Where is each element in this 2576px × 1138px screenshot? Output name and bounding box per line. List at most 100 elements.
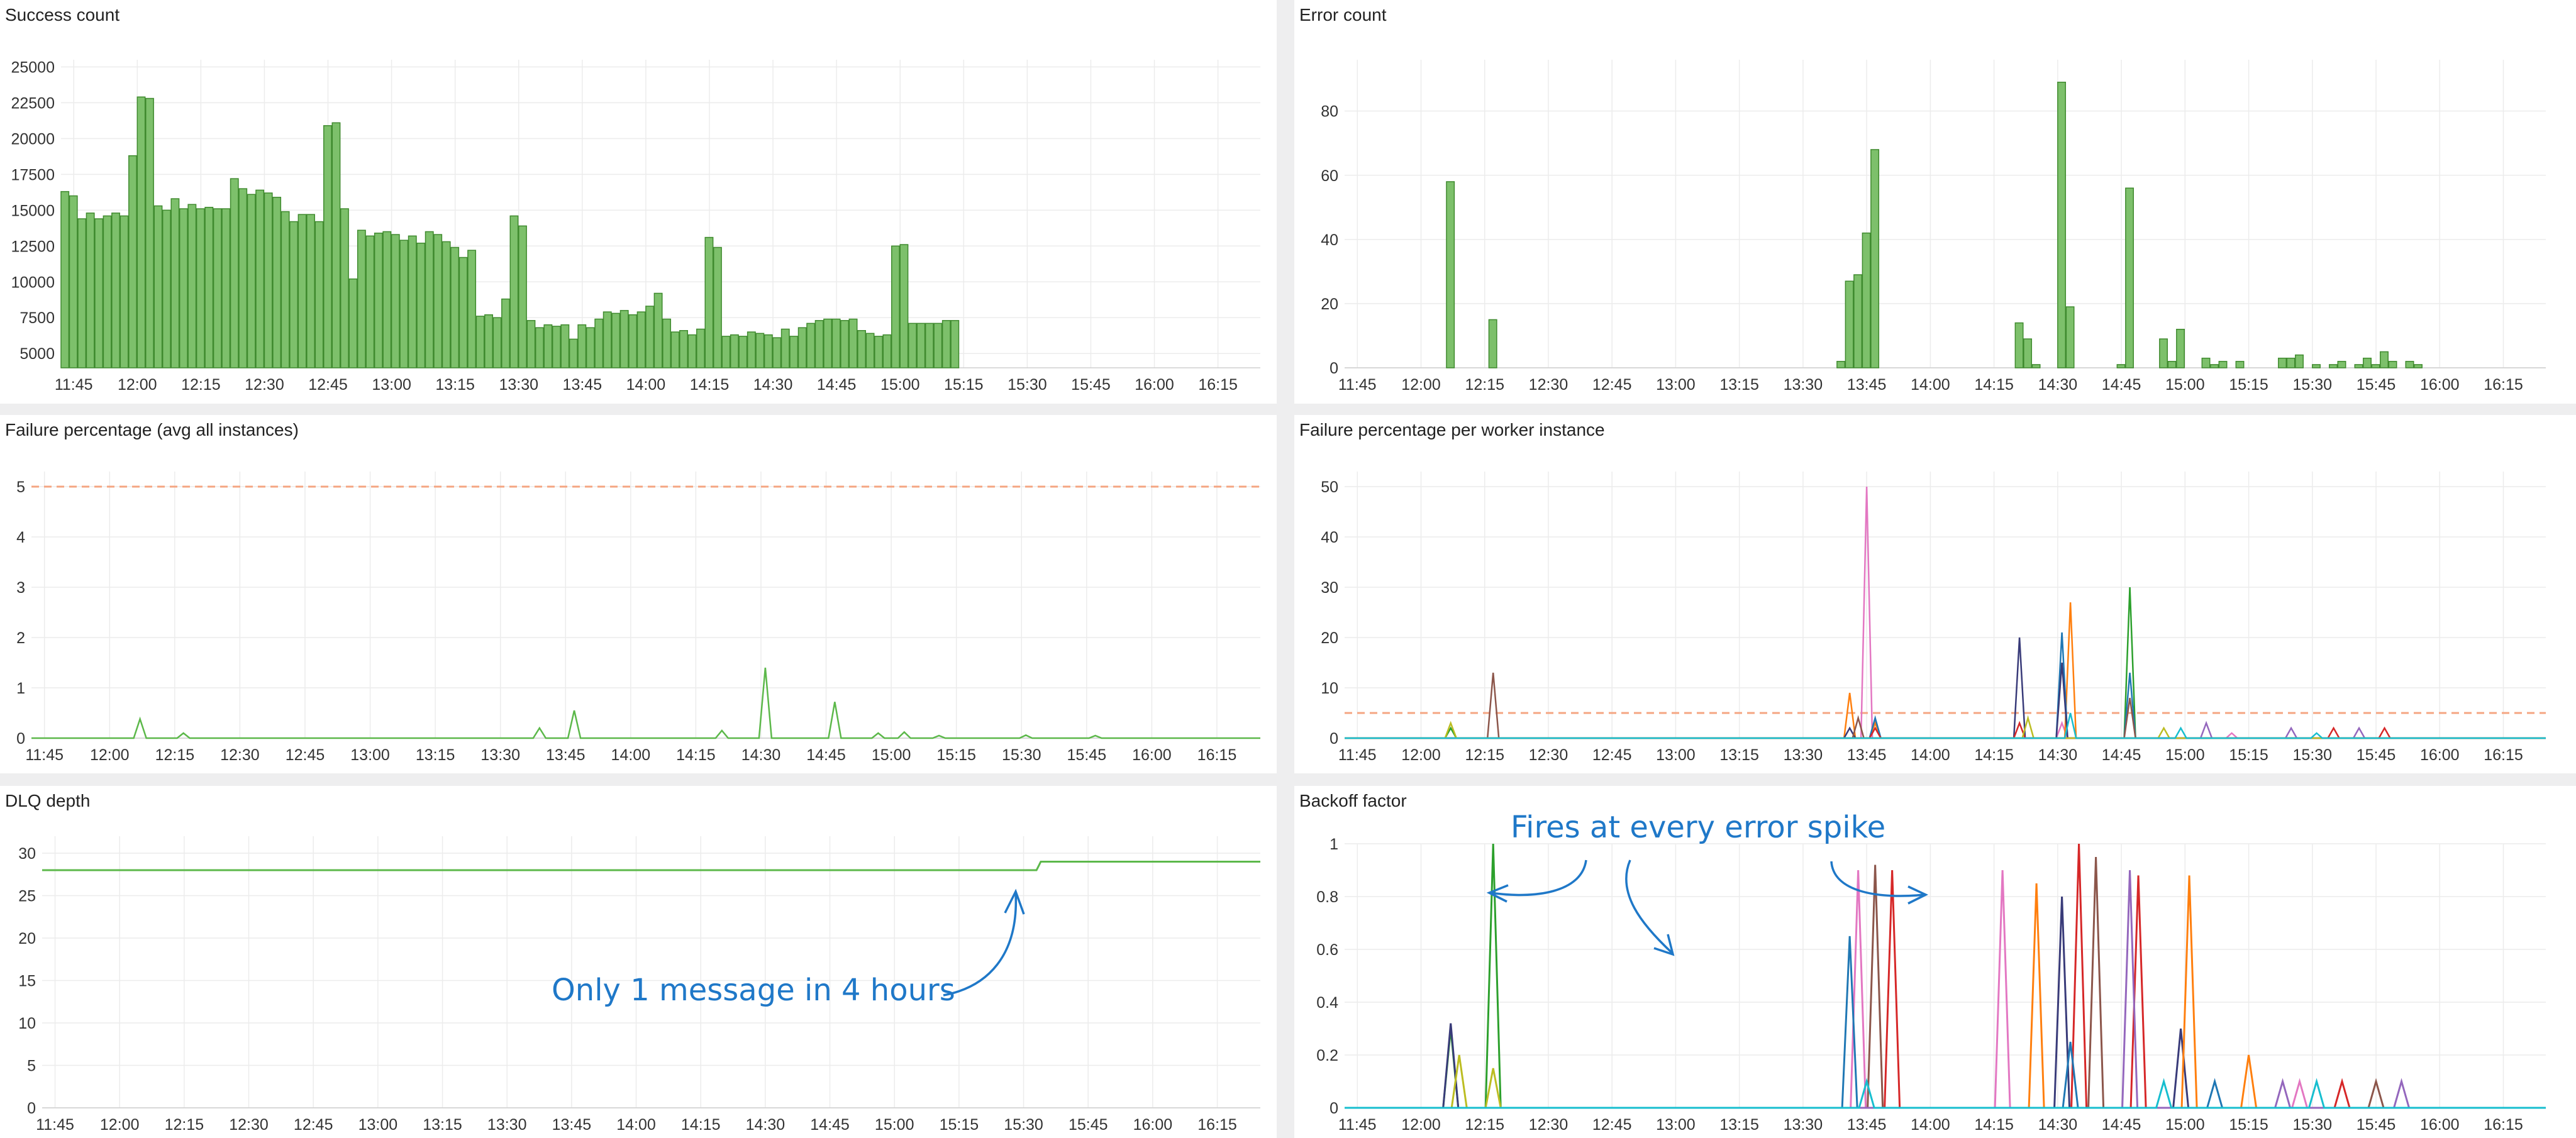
x-tick-label: 16:00 — [1135, 376, 1174, 394]
x-tick-label: 14:00 — [1911, 376, 1950, 394]
bar — [1845, 280, 1854, 368]
x-tick-label: 15:15 — [940, 1116, 979, 1134]
y-tick-label: 10 — [1321, 680, 1338, 697]
bar — [1488, 319, 1497, 368]
bar — [119, 215, 129, 368]
x-tick-label: 15:30 — [1002, 746, 1041, 764]
bar — [2312, 364, 2321, 368]
bar — [526, 320, 536, 368]
y-tick-label: 0 — [1330, 1100, 1338, 1117]
x-tick-label: 15:45 — [1067, 746, 1107, 764]
x-tick-label: 13:45 — [563, 376, 602, 394]
bar — [2014, 322, 2024, 368]
x-tick-label: 12:30 — [220, 746, 260, 764]
x-tick-label: 16:15 — [1197, 1116, 1237, 1134]
x-tick-label: 12:15 — [1465, 746, 1504, 764]
x-tick-label: 14:45 — [806, 746, 846, 764]
bar — [94, 218, 104, 368]
bar — [382, 231, 392, 368]
x-tick-label: 13:15 — [416, 746, 455, 764]
bar — [619, 310, 629, 368]
bar — [797, 327, 807, 368]
bar — [2210, 364, 2219, 368]
bar — [374, 233, 383, 368]
x-tick-label: 12:45 — [286, 746, 325, 764]
y-tick-label: 25 — [18, 888, 36, 905]
dlq-depth-chart: 0 5 10 15 20 25 30 11:45 12:00 12:15 12:30 12:45 13:… — [18, 836, 1260, 1134]
x-tick-label: 14:15 — [681, 1116, 721, 1134]
backoff-factor-panel: Backoff factor 0 0.2 0.4 0.6 0.8 1 11:45 12:00 1… — [1294, 786, 2576, 1138]
y-tick-label: 20 — [1321, 629, 1338, 647]
series-line — [1345, 637, 2546, 739]
failure-worker-panel: Failure percentage per worker instance 0… — [1294, 415, 2576, 773]
y-tick-label: 22500 — [11, 94, 55, 112]
x-tick-label: 15:00 — [875, 1116, 914, 1134]
x-tick-label: 13:45 — [546, 746, 586, 764]
x-tick-label: 14:00 — [616, 1116, 656, 1134]
y-tick-label: 60 — [1321, 167, 1338, 185]
x-tick-label: 13:45 — [1847, 1116, 1887, 1134]
series-line — [1345, 875, 2546, 1109]
x-tick-label: 14:45 — [2102, 746, 2141, 764]
bar — [399, 240, 409, 368]
bar — [306, 214, 315, 368]
x-tick-label: 12:30 — [229, 1116, 269, 1134]
x-tick-label: 13:15 — [1719, 1116, 1759, 1134]
x-tick-label: 12:30 — [1529, 376, 1568, 394]
y-tick-label: 5 — [27, 1058, 36, 1075]
bar — [738, 336, 748, 368]
x-tick-label: 13:30 — [1784, 376, 1823, 394]
series-line — [1345, 870, 2546, 1109]
x-tick-label: 13:30 — [487, 1116, 527, 1134]
bar — [865, 333, 875, 368]
bar — [780, 328, 790, 368]
bar — [170, 198, 180, 368]
series-line — [1345, 672, 2546, 739]
x-tick-label: 13:45 — [552, 1116, 592, 1134]
x-tick-label: 11:45 — [25, 746, 64, 764]
bar — [1862, 232, 1871, 368]
bar — [2201, 357, 2211, 368]
series-line — [1345, 715, 2546, 739]
bar — [823, 318, 833, 368]
bar — [230, 178, 239, 368]
series-line — [1345, 1078, 2546, 1109]
x-tick-label: 15:30 — [2293, 1116, 2333, 1134]
bar — [1836, 361, 1846, 368]
x-tick-label: 11:45 — [1338, 1116, 1377, 1134]
bar — [2116, 364, 2126, 368]
bar — [577, 324, 587, 368]
bar — [2278, 357, 2287, 368]
series-line — [1345, 843, 2546, 1109]
x-tick-label: 14:15 — [1974, 1116, 2014, 1134]
y-tick-label: 2 — [16, 629, 25, 647]
y-tick-label: 20 — [18, 930, 36, 947]
bar — [772, 337, 782, 368]
x-tick-label: 16:00 — [2420, 746, 2460, 764]
y-tick-label: 0 — [1330, 360, 1338, 377]
bar — [662, 318, 672, 368]
x-tick-label: 14:30 — [741, 746, 781, 764]
bar — [882, 334, 892, 368]
bar — [713, 246, 722, 368]
x-tick-label: 15:45 — [2357, 1116, 2396, 1134]
x-tick-label: 15:45 — [2357, 376, 2396, 394]
x-tick-label: 13:15 — [1719, 746, 1759, 764]
failure-avg-panel: Failure percentage (avg all instances) 0… — [0, 415, 1277, 773]
series-line — [1345, 870, 2546, 1109]
series-line — [1345, 712, 2546, 739]
x-tick-label: 16:15 — [1197, 746, 1237, 764]
x-tick-label: 14:15 — [1974, 376, 2014, 394]
bar — [2057, 81, 2067, 368]
bar — [679, 329, 688, 368]
x-tick-label: 16:15 — [2484, 746, 2523, 764]
y-tick-label: 17500 — [11, 166, 55, 184]
bar — [941, 320, 951, 368]
x-tick-label: 15:00 — [880, 376, 920, 394]
bar — [196, 208, 205, 368]
bar — [628, 314, 638, 368]
x-tick-label: 15:15 — [2229, 1116, 2268, 1134]
bar — [391, 234, 400, 368]
bar — [2176, 329, 2185, 368]
bar — [670, 331, 680, 368]
